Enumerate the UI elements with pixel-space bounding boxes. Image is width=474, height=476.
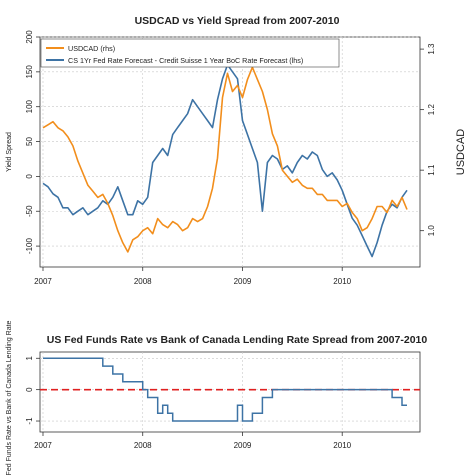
legend-label-usdcad: USDCAD (rhs) [68, 44, 115, 53]
top-x-axis: 2007 2008 2009 2010 [34, 267, 352, 286]
top-grid [40, 36, 420, 267]
bottom-grid [40, 352, 420, 432]
bottom-y-tick-label: 0 [25, 387, 34, 392]
top-x-tick-label: 2010 [333, 277, 351, 286]
top-x-tick-label: 2008 [134, 277, 152, 286]
bottom-y-axis-label: Fed Funds Rate vs Bank of Canada Lending… [6, 320, 13, 475]
bottom-x-axis: 2007 2008 2009 2010 [34, 432, 352, 450]
top-chart-title: USDCAD vs Yield Spread from 2007-2010 [135, 15, 340, 27]
bottom-y-axis: 1 0 -1 [25, 356, 40, 425]
top-series [42, 64, 408, 258]
top-x-tick-label: 2009 [234, 277, 252, 286]
top-left-tick-label: 200 [25, 30, 34, 44]
yield-spread-line [42, 64, 408, 258]
bottom-y-tick-label: -1 [25, 417, 34, 425]
top-right-axis: 1.3 1.2 1.1 1.0 [420, 43, 436, 236]
top-right-tick-label: 1.1 [427, 164, 436, 176]
top-left-tick-label: 100 [25, 99, 34, 113]
top-chart: USDCAD vs Yield Spread from 2007-2010 20… [6, 15, 467, 286]
top-left-axis: 200 150 100 50 0 -50 -100 [25, 30, 40, 254]
top-right-tick-label: 1.0 [427, 225, 436, 237]
top-left-tick-label: 150 [25, 65, 34, 79]
bottom-y-tick-label: 1 [25, 356, 34, 361]
top-right-tick-label: 1.2 [427, 104, 436, 116]
top-left-tick-label: -50 [25, 205, 34, 217]
bottom-x-tick-label: 2007 [34, 441, 52, 450]
top-plot-frame [39, 36, 421, 268]
top-left-tick-label: 50 [25, 137, 34, 146]
bottom-x-tick-label: 2008 [134, 441, 152, 450]
legend-box [40, 38, 340, 68]
bottom-x-tick-label: 2009 [234, 441, 252, 450]
top-x-tick-label: 2007 [34, 277, 52, 286]
top-y2-axis-label: USDCAD [455, 129, 467, 176]
usdcad-line [42, 66, 408, 253]
top-left-tick-label: 0 [25, 174, 34, 179]
bottom-chart-title: US Fed Funds Rate vs Bank of Canada Lend… [47, 334, 428, 346]
legend-label-spread: CS 1Yr Fed Rate Forecast - Credit Suisse… [68, 56, 303, 65]
bottom-x-tick-label: 2010 [333, 441, 351, 450]
bottom-plot-frame [39, 351, 421, 433]
bottom-series [43, 357, 407, 422]
top-left-tick-label: -100 [25, 238, 34, 255]
rate-spread-step-line [43, 357, 407, 422]
legend: USDCAD (rhs) CS 1Yr Fed Rate Forecast - … [40, 38, 340, 68]
bottom-chart: US Fed Funds Rate vs Bank of Canada Lend… [6, 320, 427, 475]
top-right-tick-label: 1.3 [427, 43, 436, 55]
top-y-axis-label: Yield Spread [6, 132, 13, 172]
